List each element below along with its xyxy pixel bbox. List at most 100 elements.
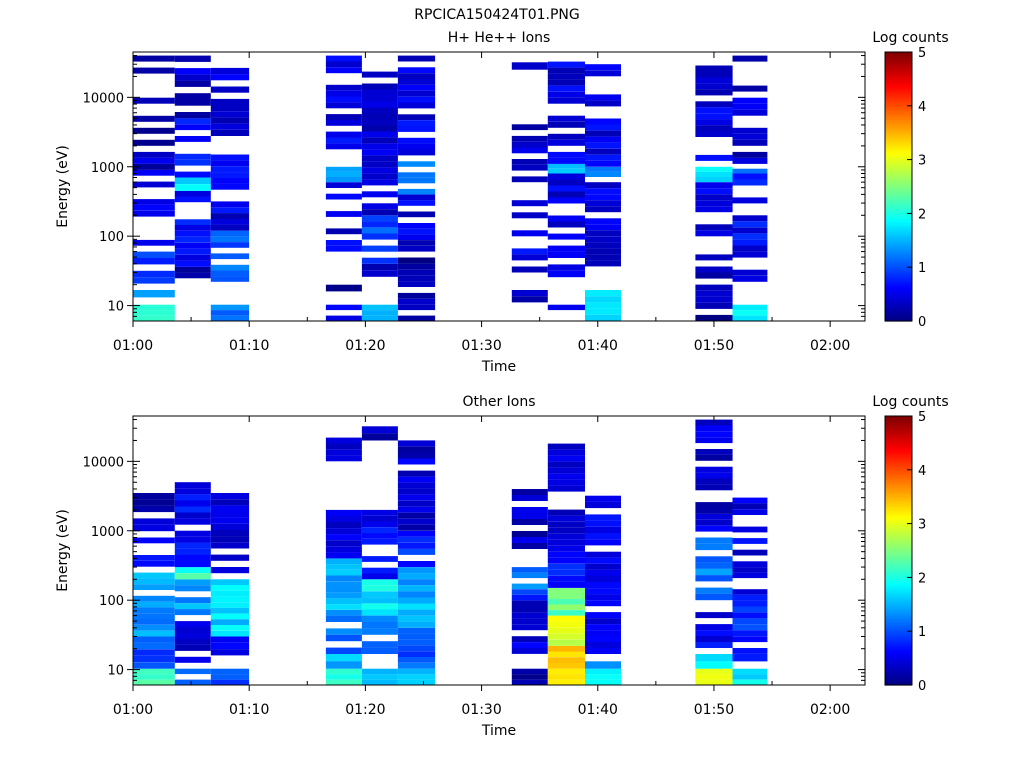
heatmap-cell	[695, 543, 733, 551]
heatmap-cell	[210, 542, 250, 549]
heatmap-cell	[325, 61, 362, 68]
heatmap-cell	[695, 624, 733, 631]
heatmap-cell	[397, 73, 436, 80]
colorbar-segment	[885, 570, 912, 574]
colorbar-segment	[885, 507, 912, 511]
heatmap-cell	[325, 166, 362, 172]
colorbar-segment	[885, 433, 912, 437]
heatmap-cell	[732, 594, 768, 601]
y-tick-label: 10000	[83, 91, 124, 106]
heatmap-cell	[585, 600, 621, 607]
heatmap-cell	[585, 254, 621, 261]
colorbar-segment	[885, 454, 912, 457]
heatmap-cell	[397, 143, 436, 150]
heatmap-cell	[547, 509, 585, 516]
heatmap-cell	[133, 277, 175, 284]
colorbar-segment	[885, 487, 912, 491]
colorbar-segment	[885, 550, 912, 554]
heatmap-cell	[511, 606, 548, 613]
heatmap-cell	[585, 200, 621, 207]
heatmap-cell	[210, 517, 250, 524]
heatmap-cell	[511, 62, 548, 70]
heatmap-cell	[732, 549, 768, 556]
heatmap-cell	[174, 530, 211, 537]
colorbar-segment	[885, 554, 912, 558]
heatmap-cell	[397, 234, 436, 241]
heatmap-cell	[695, 266, 733, 273]
heatmap-cell	[133, 668, 175, 675]
heatmap-cell	[732, 589, 768, 595]
heatmap-cell	[547, 443, 585, 450]
heatmap-cell	[585, 679, 621, 685]
colorbar-segment	[885, 175, 912, 179]
heatmap-cell	[210, 160, 250, 167]
colorbar-frame	[884, 415, 913, 686]
heatmap-cell	[732, 600, 768, 607]
colorbar: Log counts 0 1 2 3 4 5	[872, 394, 948, 694]
colorbar-segment	[885, 305, 912, 309]
colorbar-segment	[885, 307, 912, 311]
heatmap-cell	[210, 123, 250, 130]
heatmap-cell	[397, 651, 436, 657]
heatmap-cell	[361, 426, 398, 434]
y-tick-label: 100	[99, 230, 124, 245]
heatmap-cell	[732, 245, 768, 252]
colorbar-segment	[885, 166, 912, 170]
colorbar-segment	[885, 635, 912, 639]
heatmap-cell	[361, 143, 398, 150]
heatmap-cell	[210, 536, 250, 543]
heatmap-cell	[397, 211, 436, 218]
colorbar-segment	[885, 662, 912, 666]
heatmap-cell	[695, 472, 733, 479]
colorbar-segment	[885, 269, 912, 273]
heatmap-cell	[361, 119, 398, 126]
heatmap-cell	[511, 135, 548, 142]
colorbar-segment	[885, 532, 912, 536]
colorbar-segment	[885, 54, 912, 58]
heatmap-cell	[361, 668, 398, 675]
colorbar-segment	[885, 72, 912, 76]
heatmap-cell	[547, 569, 585, 576]
heatmap-cell	[210, 276, 250, 282]
colorbar-segment	[885, 465, 912, 469]
heatmap-cell	[547, 151, 585, 158]
heatmap-cell	[325, 581, 362, 587]
heatmap-cell	[361, 215, 398, 222]
colorbar-segment	[885, 69, 912, 73]
heatmap-cell	[325, 114, 362, 120]
colorbar-segment	[885, 65, 912, 69]
colorbar-segment	[885, 579, 912, 583]
heatmap-cell	[547, 67, 585, 74]
heatmap-cell	[397, 674, 436, 680]
heatmap-cell	[133, 251, 175, 258]
heatmap-cell	[547, 215, 585, 222]
heatmap-cell	[511, 124, 548, 131]
colorbar-segment	[885, 125, 912, 129]
heatmap-cell	[361, 310, 398, 316]
heatmap-cell	[695, 107, 733, 114]
heatmap-cell	[695, 206, 733, 213]
heatmap-cell	[547, 264, 585, 271]
colorbar-segment	[885, 87, 912, 91]
heatmap-cell	[174, 633, 211, 639]
heatmap-cell	[547, 304, 585, 311]
heatmap-cell	[511, 624, 548, 631]
heatmap-cell	[695, 254, 733, 261]
y-tick-label: 10000	[83, 455, 124, 470]
heatmap-cell	[210, 230, 250, 237]
heatmap-cell	[325, 552, 362, 559]
heatmap-cell	[133, 157, 175, 164]
heatmap-cell	[397, 228, 436, 235]
heatmap-cell	[210, 172, 250, 178]
heatmap-cell	[210, 649, 250, 656]
heatmap-cell	[511, 679, 548, 685]
heatmap-cell	[511, 164, 548, 171]
heatmap-cell	[732, 630, 768, 637]
colorbar-segment	[885, 244, 912, 248]
heatmap-cell	[585, 160, 621, 167]
heatmap-cell	[397, 567, 436, 574]
colorbar-segment	[885, 595, 912, 599]
heatmap-cell	[585, 296, 621, 303]
colorbar-tick-label: 0	[918, 315, 926, 330]
heatmap-cell	[133, 613, 175, 619]
